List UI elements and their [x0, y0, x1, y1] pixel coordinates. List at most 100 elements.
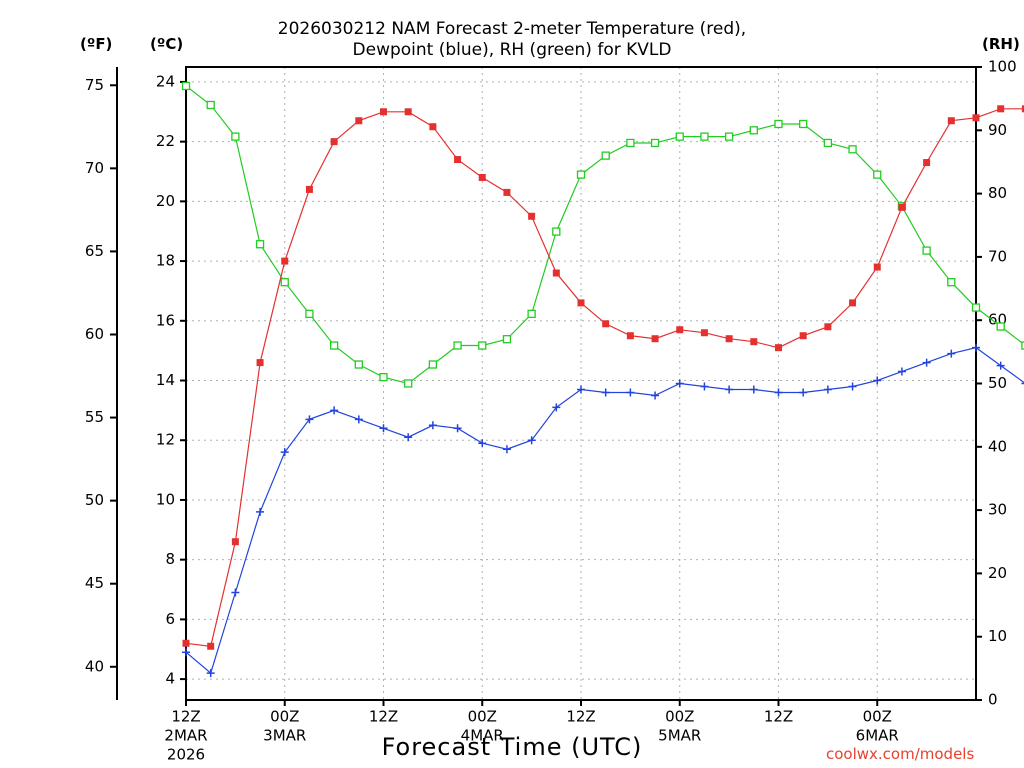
dewpoint-point: [675, 379, 684, 388]
chart-title-line2: Dewpoint (blue), RH (green) for KVLD: [352, 40, 672, 60]
dewpoint-point: [280, 448, 289, 457]
x-tick-label: 00Z: [270, 708, 299, 726]
rh-point: [1021, 341, 1024, 350]
rh-tick-label: 30: [988, 501, 1007, 519]
temperature-point: [626, 332, 634, 340]
temperature-point: [281, 257, 289, 265]
x-tick-label: 6MAR: [856, 727, 899, 745]
temperature-point: [602, 320, 610, 328]
dewpoint-point: [231, 588, 240, 597]
x-tick-label: 00Z: [863, 708, 892, 726]
temperature-point: [651, 335, 659, 343]
celsius-tick-label: 6: [165, 610, 175, 628]
temperature-point: [207, 642, 215, 650]
x-tick-label: 00Z: [665, 708, 694, 726]
rh-point: [428, 360, 438, 369]
rh-point: [626, 138, 635, 148]
temperature-point: [404, 108, 412, 116]
fahrenheit-tick-label: 70: [85, 159, 104, 177]
rh-point: [650, 138, 660, 148]
rh-line: [185, 85, 1024, 385]
temperature-point: [898, 203, 906, 211]
rh-point: [823, 138, 833, 148]
rh-point: [576, 170, 586, 179]
rh-point: [305, 309, 314, 319]
rh-point: [700, 132, 709, 141]
dewpoint-point: [947, 349, 956, 358]
rh-tick-label: 90: [988, 121, 1007, 139]
chart-title-line1: 2026030212 NAM Forecast 2-meter Temperat…: [277, 19, 747, 39]
temperature-point: [256, 359, 264, 367]
temperature-point: [528, 212, 536, 220]
rh-point: [724, 132, 734, 141]
celsius-tick-label: 18: [156, 252, 175, 270]
rh-point: [873, 170, 882, 179]
rh-point: [799, 119, 808, 129]
temperature-point: [997, 105, 1005, 113]
dewpoint-point: [330, 406, 339, 415]
rh-point: [379, 373, 388, 382]
fahrenheit-tick-label: 75: [85, 76, 104, 94]
dewpoint-point: [897, 367, 906, 376]
rh-point: [181, 81, 191, 91]
dewpoint-line: [185, 347, 1024, 675]
rh-tick-label: 80: [988, 184, 1007, 202]
dewpoint-point: [922, 358, 931, 367]
dewpoint-point: [305, 415, 314, 424]
temperature-point: [799, 332, 807, 340]
rh-point: [848, 145, 857, 154]
rh-point: [947, 278, 956, 287]
rh-point: [453, 341, 462, 350]
rh-tick-label: 40: [988, 437, 1007, 455]
rh-point: [675, 132, 684, 141]
temperature-point: [231, 538, 239, 546]
celsius-tick-label: 4: [165, 670, 175, 688]
data-series: [181, 81, 1024, 678]
dewpoint-point: [601, 388, 610, 397]
rh-tick-label: 0: [988, 691, 998, 709]
dewpoint-point: [1021, 382, 1024, 385]
dewpoint-point: [256, 507, 265, 516]
rh-point: [280, 278, 289, 287]
dewpoint-point: [206, 669, 215, 678]
fahrenheit-tick-label: 65: [85, 242, 104, 260]
dewpoint-point: [428, 421, 437, 430]
x-axis-title: Forecast Time (UTC): [381, 733, 643, 761]
temperature-point: [700, 329, 708, 337]
dewpoint-point: [996, 361, 1005, 370]
rh-point: [922, 246, 931, 255]
temperature-point: [305, 185, 313, 193]
dewpoint-point: [404, 433, 413, 442]
fahrenheit-unit-label: (ºF): [80, 35, 113, 53]
temperature-point: [503, 188, 511, 196]
dewpoint-point: [527, 436, 536, 445]
x-tick-label: 12Z: [171, 708, 200, 726]
x-tick-label: 12Z: [566, 708, 595, 726]
temperature-point: [1021, 105, 1024, 113]
temperature-point: [923, 159, 931, 167]
temperature-point: [355, 117, 363, 125]
x-tick-label: 12Z: [369, 708, 398, 726]
rh-point: [996, 322, 1005, 331]
celsius-tick-label: 12: [156, 431, 175, 449]
temperature-line: [185, 108, 1024, 647]
dewpoint-point: [453, 424, 462, 433]
x-tick-label: 3MAR: [263, 727, 306, 745]
dewpoint-point: [651, 391, 660, 400]
fahrenheit-tick-label: 55: [85, 408, 104, 426]
temperature-point: [676, 326, 684, 334]
temperature-point: [380, 108, 387, 116]
temperature-point: [454, 156, 462, 164]
temperature-point: [775, 344, 782, 352]
dewpoint-point: [799, 388, 808, 397]
x-tick-label: 2026: [167, 746, 205, 764]
dewpoint-point: [379, 424, 388, 433]
rh-point: [231, 132, 240, 141]
rh-point: [404, 379, 413, 388]
temperature-point: [725, 335, 733, 343]
dewpoint-point: [873, 376, 882, 385]
rh-point: [601, 151, 610, 160]
temperature-point: [552, 269, 560, 277]
dewpoint-point: [823, 385, 832, 394]
rh-point: [749, 126, 758, 135]
